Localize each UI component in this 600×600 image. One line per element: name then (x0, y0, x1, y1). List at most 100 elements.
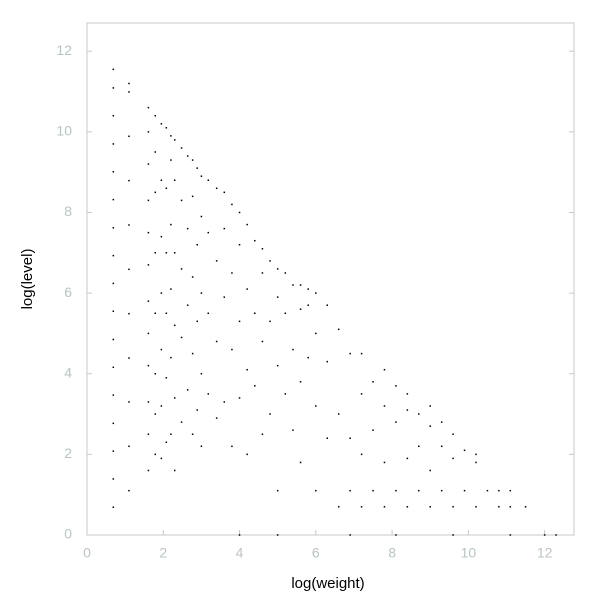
point (383, 368, 386, 371)
point (147, 364, 150, 367)
point (284, 393, 287, 395)
point (406, 409, 409, 411)
point (207, 231, 210, 234)
point (128, 135, 130, 138)
point (160, 292, 163, 294)
point (180, 147, 183, 149)
point (170, 288, 172, 290)
point (147, 106, 150, 109)
point (276, 534, 279, 536)
point (269, 260, 271, 262)
point (231, 272, 233, 274)
point (112, 478, 115, 480)
point (154, 453, 157, 456)
point (486, 489, 489, 492)
point (112, 338, 115, 341)
point (223, 296, 226, 298)
point (215, 260, 218, 262)
point (128, 489, 130, 492)
point (429, 405, 431, 407)
point (207, 179, 210, 181)
point (147, 433, 150, 435)
plot-frame (86, 22, 575, 536)
point (406, 457, 409, 460)
point (112, 198, 115, 201)
point (191, 276, 194, 278)
point (165, 252, 168, 254)
point (463, 489, 466, 492)
point (418, 489, 420, 492)
point (186, 227, 189, 230)
point (160, 348, 163, 351)
point (452, 433, 454, 435)
y-tick-label: 6 (64, 284, 72, 300)
point (246, 453, 248, 456)
point (299, 381, 302, 383)
point (238, 397, 241, 399)
point (223, 401, 226, 403)
point (276, 489, 279, 492)
point (238, 534, 241, 536)
point (261, 433, 264, 435)
point (383, 506, 386, 508)
point (207, 312, 210, 315)
point (186, 155, 189, 157)
y-tick-label: 10 (56, 123, 72, 139)
point (112, 506, 115, 508)
point (196, 320, 198, 323)
point (360, 352, 363, 355)
x-tick-label: 6 (312, 545, 320, 561)
point (147, 401, 150, 403)
point (254, 312, 256, 315)
point (429, 425, 431, 427)
point (315, 332, 317, 335)
point (112, 68, 115, 71)
point (276, 296, 279, 298)
point (180, 421, 183, 423)
point (147, 131, 150, 133)
point (360, 393, 363, 395)
point (246, 223, 248, 226)
point (440, 445, 443, 448)
point (147, 163, 150, 165)
point (223, 191, 226, 194)
point (395, 385, 397, 387)
point (372, 489, 374, 492)
point (165, 441, 168, 444)
point (269, 413, 271, 415)
point (406, 393, 409, 395)
point (196, 167, 198, 169)
point (284, 272, 287, 274)
point (112, 171, 115, 173)
point (147, 300, 150, 302)
point (326, 304, 329, 306)
point (475, 453, 477, 456)
point (223, 227, 226, 230)
y-tick-label: 4 (64, 364, 72, 380)
point (509, 489, 512, 492)
x-tick-label: 2 (159, 545, 167, 561)
point (299, 308, 302, 310)
point (173, 469, 176, 472)
x-axis-label: log(weight) (291, 575, 364, 592)
point (372, 429, 374, 431)
point (160, 457, 163, 460)
point (360, 506, 363, 508)
point (200, 175, 203, 177)
point (246, 368, 248, 371)
point (276, 268, 279, 270)
point (191, 159, 194, 161)
point (173, 252, 176, 254)
point (112, 394, 115, 396)
point (112, 422, 115, 425)
point (284, 312, 287, 315)
point (128, 445, 130, 448)
point (231, 445, 233, 448)
point (326, 360, 329, 363)
point (112, 227, 115, 229)
point (261, 248, 264, 250)
point (215, 187, 218, 190)
point (147, 332, 150, 335)
point (180, 336, 183, 339)
